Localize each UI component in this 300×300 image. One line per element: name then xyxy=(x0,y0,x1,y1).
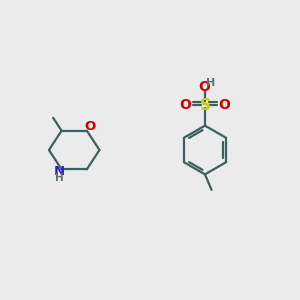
Text: O: O xyxy=(84,120,95,133)
Text: S: S xyxy=(200,98,211,113)
Text: O: O xyxy=(180,98,192,112)
Text: H: H xyxy=(206,78,216,88)
Text: O: O xyxy=(198,80,210,94)
Text: O: O xyxy=(218,98,230,112)
Text: H: H xyxy=(55,173,63,183)
Text: N: N xyxy=(53,165,64,178)
